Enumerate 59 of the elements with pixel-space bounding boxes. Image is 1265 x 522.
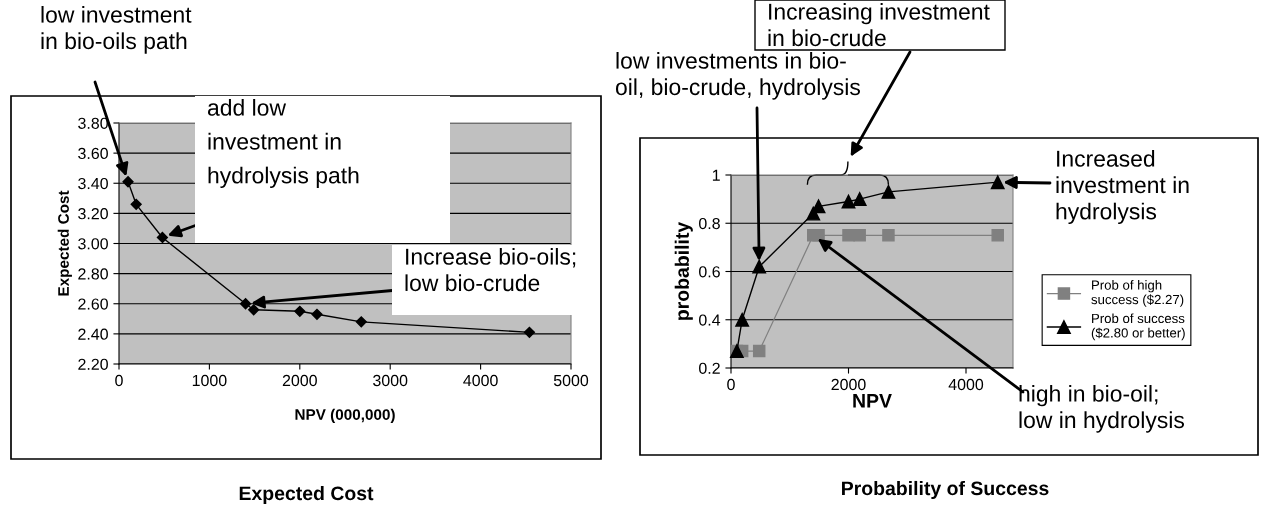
y-tick-label: 3.80 xyxy=(78,117,108,129)
text: Probability of Success xyxy=(842,480,1049,500)
annotation: add low investment in hydrolysis path xyxy=(207,99,359,188)
y-tick-label: 3.20 xyxy=(78,208,108,220)
point xyxy=(853,229,866,242)
annotation: Increase bio-oils; low bio-crude xyxy=(405,248,576,292)
point xyxy=(735,312,750,327)
y-tick-label: 2.80 xyxy=(78,268,108,280)
y-tick-label: 3.60 xyxy=(78,147,108,160)
point xyxy=(156,231,168,244)
legend-label: Prob of success ($2.80 or better) xyxy=(1091,313,1185,341)
y-tick-label: 0.8 xyxy=(699,217,720,230)
x-tick-label: 0 xyxy=(727,378,735,391)
y-tick-label: 1 xyxy=(712,169,720,181)
annotation: low investments in bio- oil, bio-crude, hydrolysis xyxy=(615,52,860,100)
y-axis-title: Expected Cost xyxy=(57,190,72,296)
y-axis-title: probability xyxy=(674,221,693,320)
point xyxy=(355,316,367,328)
text: Expected Cost xyxy=(239,485,374,505)
y-tick-label: 2.20 xyxy=(78,358,108,370)
point xyxy=(812,229,825,242)
x-axis-title: NPV xyxy=(853,394,892,408)
point xyxy=(752,344,766,358)
annotation: low investment in bio-oils path xyxy=(41,6,192,54)
x-tick-label: 4000 xyxy=(463,374,498,387)
y-tick-label: 2.60 xyxy=(78,298,108,310)
point xyxy=(852,192,867,207)
point xyxy=(294,305,306,317)
y-tick-label: 0.6 xyxy=(699,266,720,278)
y-tick-label: 0.2 xyxy=(699,362,720,374)
annotation: Increased investment in hydrolysis xyxy=(1056,150,1189,225)
point xyxy=(882,229,895,242)
point xyxy=(990,175,1005,190)
y-tick-label: 3.40 xyxy=(78,177,108,190)
text: Increasing investment in bio-crude xyxy=(768,3,990,47)
x-tick-label: 5000 xyxy=(553,374,589,387)
x-tick-label: 4000 xyxy=(948,378,984,391)
legend-label: Prob of high success ($2.27) xyxy=(1091,280,1184,307)
point xyxy=(122,176,134,188)
point xyxy=(842,229,855,242)
point xyxy=(523,326,536,338)
y-tick-label: 2.40 xyxy=(78,328,108,340)
x-tick-label: 2000 xyxy=(831,378,866,391)
y-tick-label: 0.4 xyxy=(699,314,721,326)
point xyxy=(248,304,260,316)
point xyxy=(311,308,323,320)
point xyxy=(881,184,896,199)
annotation: high in bio-oil; low in hydrolysis xyxy=(1019,385,1185,433)
x-axis-title: NPV (000,000) xyxy=(295,408,395,423)
x-tick-label: 0 xyxy=(115,374,123,387)
x-tick-label: 3000 xyxy=(373,374,408,387)
point xyxy=(752,259,767,274)
x-tick-label: 2000 xyxy=(282,374,317,387)
point xyxy=(239,298,252,310)
point xyxy=(130,198,142,210)
x-tick-label: 1000 xyxy=(192,374,227,387)
y-tick-label: 3.00 xyxy=(78,238,108,250)
point xyxy=(991,229,1004,242)
point xyxy=(841,194,856,209)
